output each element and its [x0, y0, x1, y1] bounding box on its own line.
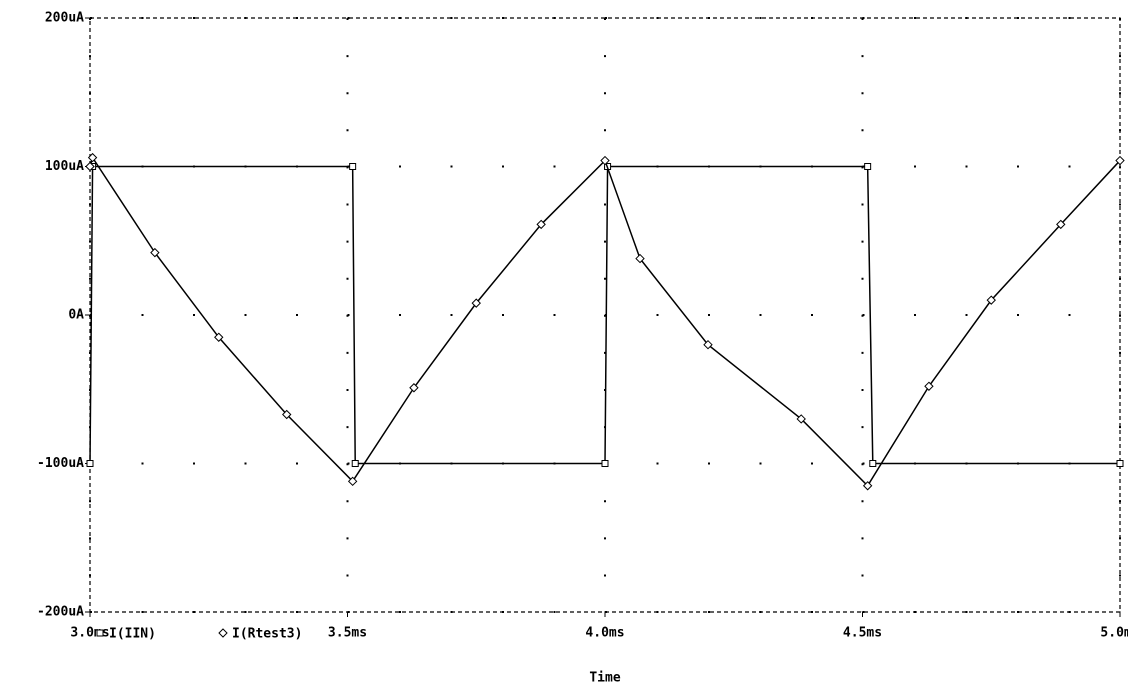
y-tick-label: -100uA [37, 456, 84, 471]
legend-label: I(IIN) [109, 627, 156, 642]
data-point [1117, 461, 1123, 467]
data-point [602, 461, 608, 467]
y-tick-label: 200uA [45, 11, 84, 26]
data-point [352, 461, 358, 467]
x-tick-label: 4.0ms [585, 626, 624, 641]
x-axis-label: Time [589, 671, 620, 686]
data-point [865, 164, 871, 170]
x-tick-label: 4.5ms [843, 626, 882, 641]
y-tick-label: 100uA [45, 159, 84, 174]
legend-symbol [97, 630, 103, 636]
data-point [870, 461, 876, 467]
legend-label: I(Rtest3) [232, 627, 302, 642]
legend-symbol [219, 629, 227, 637]
chart: Time 200uA 100uA 0A -100uA -200uA 3.0ms 3.5ms 4… [0, 0, 1128, 693]
data-point [87, 461, 93, 467]
data-point [350, 164, 356, 170]
x-tick-label: 5.0ms [1100, 626, 1128, 641]
x-tick-label: 3.0ms [70, 626, 109, 641]
y-tick-label: -200uA [37, 605, 84, 620]
y-tick-label: 0A [68, 308, 84, 323]
x-tick-label: 3.5ms [328, 626, 367, 641]
